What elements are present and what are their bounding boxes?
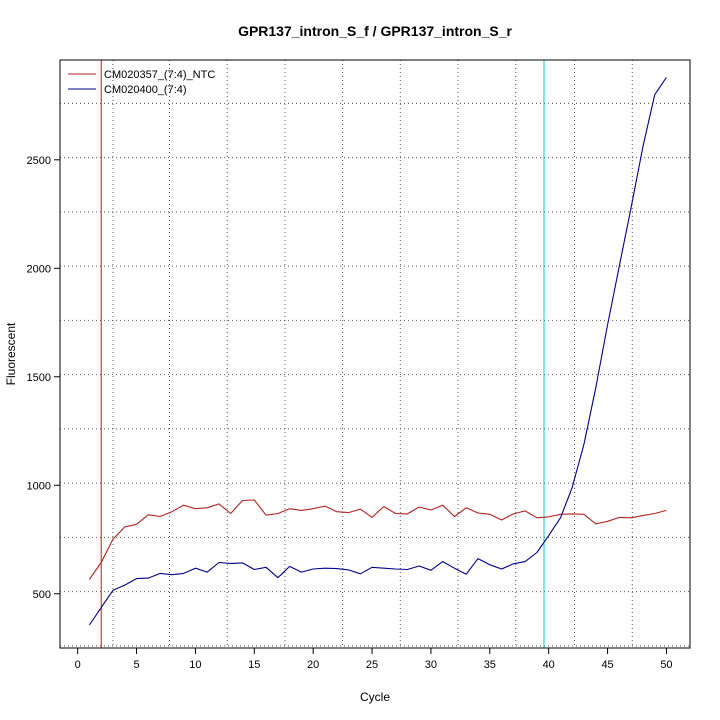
y-axis-label: Fluorescent [4,322,18,385]
plot-frame [59,59,691,649]
x-axis-label: Cycle [360,690,390,704]
y-tick-label: 1000 [27,480,51,492]
series-line [88,77,667,626]
x-tick-label: 25 [366,659,378,671]
chart-title: GPR137_intron_S_f / GPR137_intron_S_r [238,23,512,39]
x-tick-label: 0 [75,659,81,671]
x-tick-label: 30 [425,659,437,671]
y-axis: 500 1000 1500 2000 2500 [27,155,60,601]
series-lines [88,77,667,626]
series-line [88,499,667,580]
legend-label: CM020357_(7:4)_NTC [104,69,215,81]
y-tick-label: 2000 [27,263,51,275]
grid [60,60,690,648]
x-tick-label: 50 [660,659,672,671]
threshold-lines [100,60,545,648]
y-tick-label: 1500 [27,372,51,384]
x-tick-label: 45 [601,659,613,671]
legend-label: CM020400_(7:4) [104,84,187,96]
y-tick-label: 500 [33,589,51,601]
x-tick-label: 35 [484,659,496,671]
y-tick-label: 2500 [27,155,51,167]
x-axis: 0 5 10 15 20 25 30 35 40 45 50 [75,648,673,671]
legend: CM020357_(7:4)_NTC CM020400_(7:4) [68,69,215,96]
x-tick-label: 20 [307,659,319,671]
x-tick-label: 15 [248,659,260,671]
x-tick-label: 10 [189,659,201,671]
x-tick-label: 40 [543,659,555,671]
x-tick-label: 5 [133,659,139,671]
